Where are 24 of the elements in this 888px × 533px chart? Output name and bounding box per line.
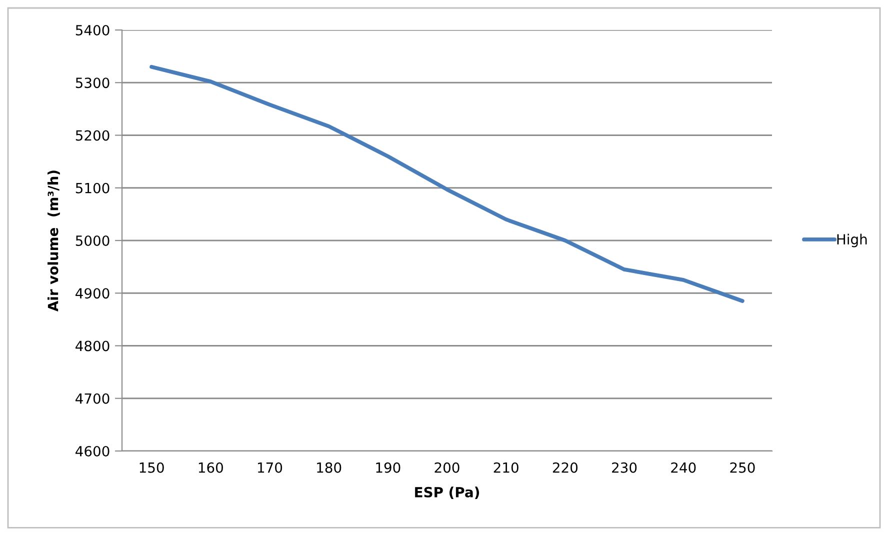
y-tick-label: 5000 (76, 235, 110, 246)
y-tick-label: 4900 (76, 288, 110, 299)
legend-label: High (837, 234, 867, 248)
x-tick-label: 210 (494, 462, 518, 473)
y-tick-label: 5200 (76, 130, 110, 141)
x-tick-label: 170 (258, 462, 282, 473)
x-tick-label: 240 (671, 462, 696, 473)
y-tick-label: 5300 (76, 78, 110, 88)
x-tick-label: 180 (317, 462, 342, 473)
y-tick-label: 5100 (76, 182, 110, 194)
y-tick-label: 5400 (76, 24, 110, 36)
x-tick-label: 200 (434, 462, 460, 473)
y-tick-label: 4600 (76, 446, 110, 456)
x-tick-label: 220 (552, 462, 578, 473)
y-tick-label: 4700 (76, 393, 110, 404)
x-tick-label: 230 (612, 462, 637, 473)
x-axis-title: ESP (Pa) (415, 486, 479, 500)
x-tick-label: 190 (376, 462, 400, 473)
x-tick-label: 250 (730, 462, 755, 473)
x-tick-label: 150 (140, 462, 164, 473)
y-axis-title: Air volume (m³/h) (48, 170, 60, 312)
x-tick-label: 160 (198, 462, 223, 473)
line-series (150, 64, 744, 303)
y-tick-label: 4800 (76, 340, 110, 352)
